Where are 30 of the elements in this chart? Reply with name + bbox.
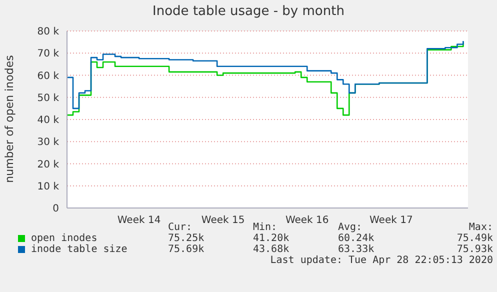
text: 63.33k (338, 244, 376, 255)
text: 41.20k (253, 233, 290, 244)
x-tick-label: Week 15 (201, 215, 245, 226)
y-tick-label: 10 k (37, 181, 60, 192)
x-tick-label: Week 14 (117, 215, 161, 226)
text: 75.93k (456, 244, 493, 255)
x-tick-label: Week 16 (285, 215, 329, 226)
y-tick-label: 60 k (37, 70, 60, 82)
text: Avg: (338, 222, 362, 233)
text: Min: (253, 222, 278, 233)
chart-title: Inode table usage - by month (152, 4, 346, 19)
y-axis-title: number of open inodes (3, 54, 16, 183)
legend-label: inode table size (31, 244, 128, 255)
y-tick-label: 70 k (37, 48, 60, 60)
text: 75.25k (168, 233, 206, 244)
y-tick-label: 80 k (37, 26, 60, 38)
text: Cur: (168, 222, 192, 233)
text: 75.69k (168, 244, 206, 255)
text: Max: (468, 222, 493, 233)
text: 43.68k (253, 244, 290, 255)
y-tick-label: 50 k (37, 92, 60, 104)
y-tick-label: 40 k (37, 115, 60, 126)
y-tick-label: 20 k (37, 159, 60, 170)
y-tick-label: 0 (52, 204, 59, 215)
legend-label: open inodes (31, 233, 98, 244)
x-tick-label: Week 17 (370, 215, 413, 226)
text: Last update: Tue Apr 28 22:05:13 2020 (269, 255, 493, 266)
y-tick-label: 30 k (37, 137, 60, 148)
text: 75.49k (456, 233, 493, 244)
text: 60.24k (338, 233, 376, 244)
